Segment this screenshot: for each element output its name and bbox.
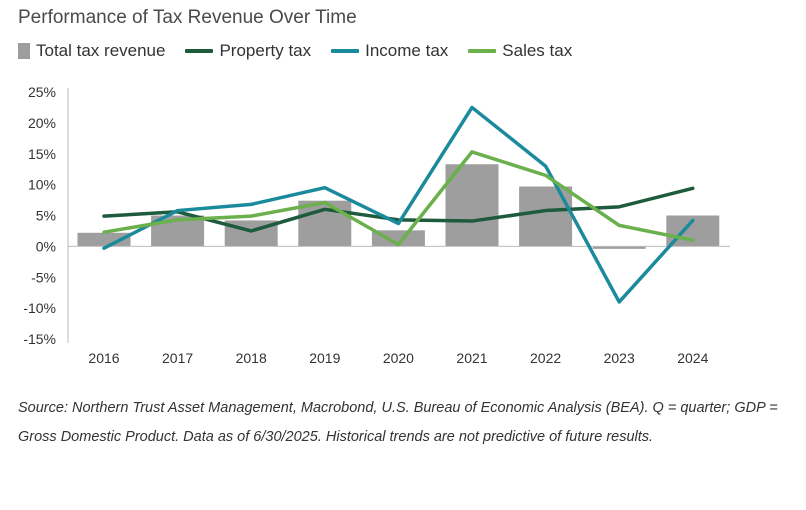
bar-total-tax-revenue <box>592 246 646 249</box>
series-line-income-tax <box>102 105 695 304</box>
legend-item-total-tax-revenue: Total tax revenue <box>18 41 165 61</box>
y-tick-label: -10% <box>23 300 56 316</box>
bar-total-tax-revenue <box>371 230 425 247</box>
x-tick-label: 2021 <box>456 350 487 366</box>
y-tick-label: -15% <box>23 331 56 347</box>
x-tick-label: 2017 <box>162 350 193 366</box>
x-tick-label: 2020 <box>383 350 414 366</box>
legend-swatch-sales <box>468 49 497 53</box>
y-tick-label: 15% <box>28 146 56 162</box>
legend-item-sales-tax: Sales tax <box>468 41 572 61</box>
chart-svg: 25% 20% 15% 10% 5% 0% -5% -10% -15% 2016 2017 2018 2… <box>23 84 730 366</box>
x-tick-label: 2016 <box>88 350 119 366</box>
legend-swatch-property <box>185 49 214 53</box>
legend-label-property: Property tax <box>219 41 312 60</box>
legend-swatch-total <box>18 43 30 59</box>
legend-label-total: Total tax revenue <box>36 41 166 60</box>
y-tick-label: 5% <box>36 208 56 224</box>
bar-total-tax-revenue <box>445 164 499 247</box>
x-tick-label: 2024 <box>677 350 708 366</box>
y-tick-label: -5% <box>31 269 56 285</box>
chart-title: Performance of Tax Revenue Over Time <box>18 7 357 28</box>
legend-item-property-tax: Property tax <box>185 41 311 61</box>
y-tick-label: 25% <box>28 84 56 100</box>
y-tick-label: 0% <box>36 238 56 254</box>
legend-label-income: Income tax <box>365 41 449 60</box>
x-tick-label: 2018 <box>236 350 267 366</box>
x-tick-label: 2023 <box>604 350 635 366</box>
legend-item-income-tax: Income tax <box>331 41 448 61</box>
legend-label-sales: Sales tax <box>502 41 573 60</box>
x-tick-label: 2019 <box>309 350 340 366</box>
x-tick-label: 2022 <box>530 350 561 366</box>
y-tick-label: 20% <box>28 115 56 131</box>
legend: Total tax revenue Property tax Income ta… <box>18 41 592 61</box>
y-tick-label: 10% <box>28 177 56 193</box>
source-note: Source: Northern Trust Asset Management,… <box>18 400 778 445</box>
legend-swatch-income <box>331 49 360 53</box>
bar-total-tax-revenue <box>519 186 573 247</box>
series-line-sales-tax <box>102 150 695 247</box>
